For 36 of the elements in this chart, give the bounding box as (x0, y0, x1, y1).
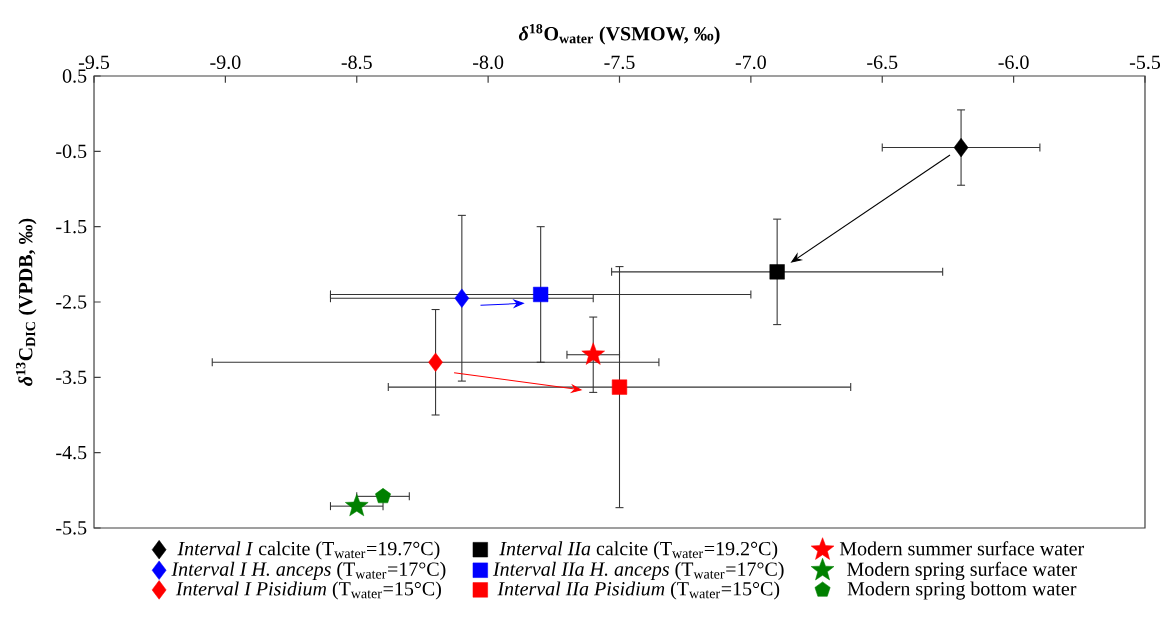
x-tick-label: -9.5 (78, 55, 110, 70)
legend-label: Modern spring surface water (847, 561, 1077, 581)
y-tick-label: 0.5 (62, 69, 87, 83)
legend-label: Interval I Pisidium (T$_{water}$=15°C) (175, 581, 441, 600)
legend-label: Interval IIa calcite (T$_{water}$=19.2°C) (499, 541, 778, 560)
y-tick-label: -1.5 (56, 219, 87, 234)
y-tick-label: -3.5 (56, 370, 87, 385)
x-axis-title: δ$^{18}$O$_{water}$ (VSMOW, ‰) (518, 24, 720, 45)
y-tick-label: -0.5 (56, 144, 87, 159)
point (769, 264, 785, 280)
y-tick-label: -2.5 (56, 295, 87, 309)
legend-label: Modern summer surface water (839, 541, 1085, 556)
x-tick-label: -7.5 (604, 55, 635, 70)
legend-label: Interval I H. anceps (T$_{water}$=17°C) (171, 561, 446, 580)
point (428, 352, 443, 372)
x-tick-label: -8.0 (473, 55, 504, 70)
point (611, 379, 628, 395)
x-tick-label: -9.0 (210, 55, 241, 70)
x-tick-label: -7.0 (735, 55, 766, 70)
y-tick-label: -4.5 (56, 445, 87, 460)
x-tick-label: -5.5 (1129, 55, 1161, 70)
point (454, 288, 470, 308)
point (345, 493, 369, 517)
point (533, 286, 549, 303)
legend-label: Interval I calcite (T$_{water}$=19.7°C) (177, 541, 440, 560)
x-tick-label: -6.0 (998, 55, 1029, 70)
x-tick-label: -6.5 (867, 55, 898, 70)
legend-label: Interval IIa Pisidium (T$_{water}$=15°C) (497, 581, 780, 600)
y-tick-label: -5.5 (56, 521, 87, 535)
point (375, 488, 391, 504)
legend-label: Modern spring bottom water (847, 581, 1077, 600)
legend-label: Interval IIa H. anceps (T$_{water}$=17°C) (492, 561, 784, 580)
x-tick-label: -8.5 (341, 55, 372, 70)
y-axis-title: δ$^{13}$C$_{DIC}$ (VPDB, ‰) (16, 218, 37, 386)
point (953, 137, 969, 158)
point (581, 342, 605, 365)
